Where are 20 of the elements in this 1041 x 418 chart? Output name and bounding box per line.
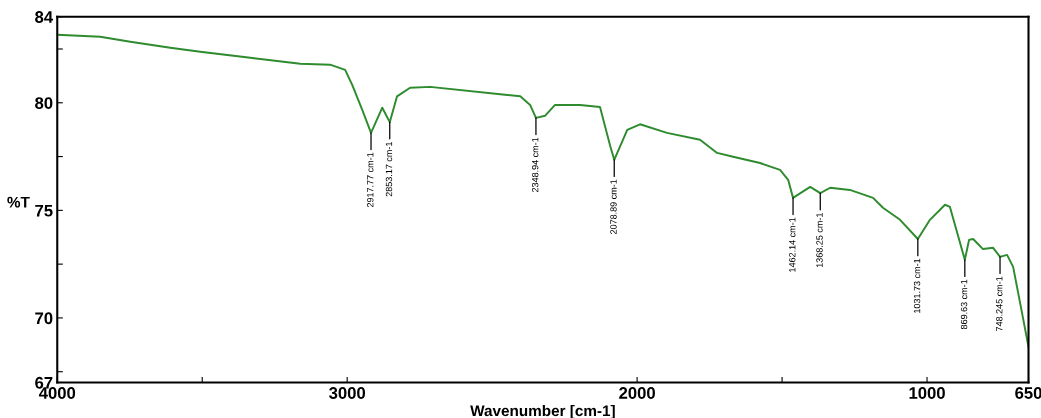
y-tick-label: 70: [35, 312, 53, 325]
x-tick-label: 650: [1015, 387, 1041, 399]
annotation: 1031.73 cm-1: [913, 258, 921, 313]
annotation: 2348.94 cm-1: [531, 137, 539, 193]
y-tick-label: 80: [35, 97, 53, 109]
annotation: 2917.77 cm-1: [367, 152, 374, 208]
annotation: 869.63 cm-1: [960, 279, 968, 330]
x-tick-label: 4000: [38, 387, 76, 399]
y-tick-label: 67: [35, 376, 53, 389]
y-tick-label: 75: [35, 204, 53, 217]
x-tick-label: 3000: [329, 387, 366, 399]
annotation: 1368.25 cm-1: [816, 213, 823, 268]
x-tick-label: 2000: [619, 387, 655, 399]
annotation: 1462.14 cm-1: [789, 217, 796, 272]
y-axis-title: %T: [7, 196, 30, 208]
y-tick-label: 84: [35, 11, 53, 23]
annotation: 748.245 cm-1: [996, 276, 1003, 331]
annotation: 2853.17 cm-1: [385, 142, 393, 197]
annotation: 2078.89 cm-1: [610, 179, 617, 234]
x-tick-label: 1000: [909, 387, 945, 399]
